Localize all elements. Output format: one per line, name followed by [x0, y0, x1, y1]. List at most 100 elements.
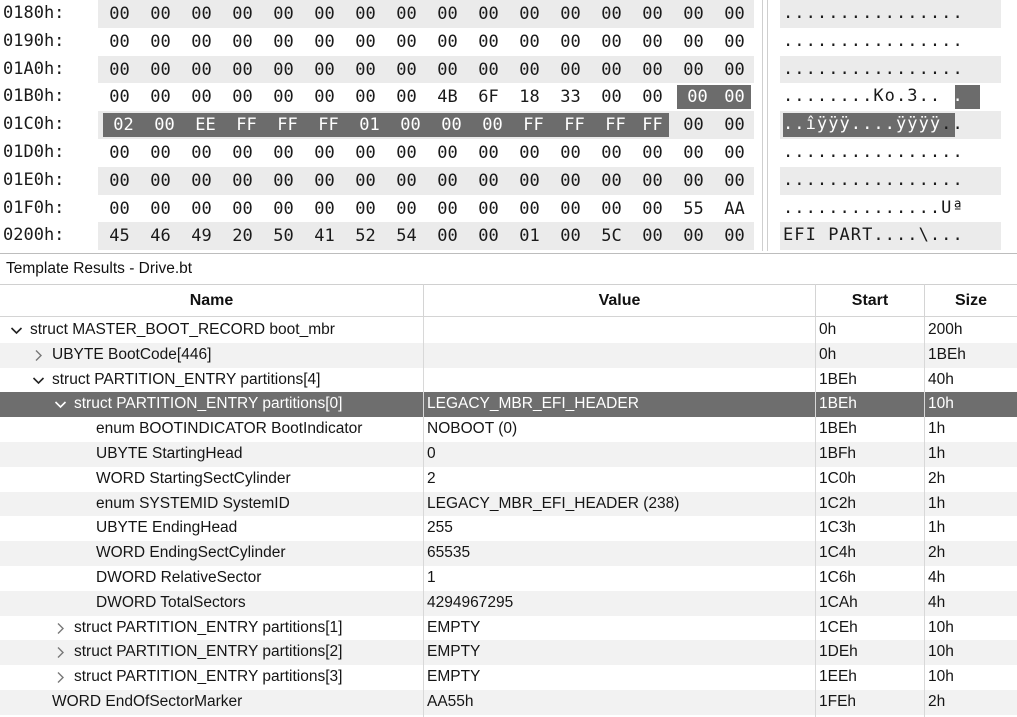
hex-byte[interactable]: 00: [724, 4, 745, 24]
hex-byte[interactable]: 00: [150, 59, 171, 80]
template-results-table[interactable]: Name Value Start Size struct MASTER_BOOT…: [0, 284, 1017, 717]
hex-byte[interactable]: 00: [109, 31, 130, 52]
hex-byte[interactable]: 00: [642, 143, 663, 163]
hex-row-ascii[interactable]: ................: [783, 30, 964, 51]
chevron-down-icon[interactable]: [54, 392, 68, 417]
hex-byte[interactable]: 00: [601, 198, 622, 219]
hex-byte[interactable]: 00: [232, 87, 253, 108]
hex-editor-view[interactable]: 0180h: 00 00 00 00 00 00 00 00 00 00 00 00 00 00 00 00..…: [0, 0, 1017, 251]
template-row[interactable]: struct PARTITION_ENTRY partitions[0] LEGA…: [0, 392, 1017, 418]
hex-byte[interactable]: 00: [478, 170, 499, 191]
hex-byte[interactable]: 41: [314, 226, 335, 247]
hex-byte[interactable]: 00: [390, 113, 431, 138]
hex-byte[interactable]: FF: [226, 113, 267, 138]
hex-byte[interactable]: 00: [683, 4, 704, 24]
hex-byte[interactable]: 00: [109, 59, 130, 80]
template-row[interactable]: WORD StartingSectCylinder 2 1C0h 2h: [0, 467, 1017, 492]
hex-byte[interactable]: 00: [724, 31, 745, 52]
hex-row[interactable]: 01E0h: 00 00 00 00 00 00 00 00 00 00 00 00 00 00 00 00..…: [0, 166, 1017, 195]
hex-byte[interactable]: 00: [232, 198, 253, 219]
chevron-down-icon[interactable]: [10, 318, 24, 343]
hex-byte[interactable]: FF: [308, 113, 349, 138]
hex-byte[interactable]: 00: [560, 198, 581, 219]
hex-byte[interactable]: 00: [601, 59, 622, 80]
hex-byte[interactable]: 00: [355, 87, 376, 108]
hex-byte[interactable]: 00: [273, 31, 294, 52]
hex-byte[interactable]: FF: [595, 113, 636, 138]
hex-byte[interactable]: 00: [718, 85, 751, 110]
hex-byte[interactable]: 01: [519, 226, 540, 247]
hex-byte[interactable]: AA: [724, 198, 745, 219]
hex-byte[interactable]: 18: [519, 87, 540, 108]
hex-byte[interactable]: 00: [144, 113, 185, 138]
hex-byte[interactable]: 00: [519, 170, 540, 191]
hex-byte[interactable]: 00: [683, 115, 704, 136]
template-row[interactable]: UBYTE BootCode[446] 0h 1BEh: [0, 342, 1017, 368]
hex-byte[interactable]: 00: [431, 113, 472, 138]
hex-byte[interactable]: 00: [642, 226, 663, 247]
hex-byte[interactable]: 00: [232, 143, 253, 163]
hex-byte[interactable]: 00: [232, 170, 253, 191]
hex-byte[interactable]: 00: [437, 31, 458, 52]
column-header-value[interactable]: Value: [424, 284, 816, 317]
hex-byte[interactable]: 00: [560, 59, 581, 80]
template-row[interactable]: struct PARTITION_ENTRY partitions[3] EMPT…: [0, 665, 1017, 690]
hex-byte[interactable]: 00: [519, 59, 540, 80]
hex-byte[interactable]: 00: [478, 226, 499, 247]
hex-byte[interactable]: 00: [437, 198, 458, 219]
template-row[interactable]: struct PARTITION_ENTRY partitions[1] EMPT…: [0, 616, 1017, 641]
hex-byte[interactable]: 33: [560, 87, 581, 108]
template-row[interactable]: enum BOOTINDICATOR BootIndicator NOBOOT (…: [0, 417, 1017, 442]
hex-row-ascii[interactable]: ..............Uª: [783, 197, 964, 218]
hex-byte[interactable]: 00: [232, 4, 253, 24]
hex-byte[interactable]: 00: [396, 59, 417, 80]
hex-row[interactable]: 0190h: 00 00 00 00 00 00 00 00 00 00 00 00 00 00 00 00..…: [0, 27, 1017, 56]
hex-byte[interactable]: FF: [554, 113, 595, 138]
chevron-down-icon[interactable]: [32, 368, 46, 393]
hex-byte[interactable]: 6F: [478, 87, 499, 108]
chevron-right-icon[interactable]: [54, 616, 68, 641]
hex-byte[interactable]: 00: [191, 87, 212, 108]
hex-byte[interactable]: 00: [396, 143, 417, 163]
hex-byte[interactable]: 00: [273, 87, 294, 108]
hex-byte[interactable]: 00: [683, 226, 704, 247]
hex-byte[interactable]: 00: [109, 143, 130, 163]
hex-byte[interactable]: 00: [396, 4, 417, 24]
hex-byte[interactable]: 00: [642, 31, 663, 52]
hex-byte[interactable]: 00: [437, 143, 458, 163]
hex-byte[interactable]: 00: [150, 170, 171, 191]
hex-byte[interactable]: 00: [560, 143, 581, 163]
hex-byte[interactable]: 52: [355, 226, 376, 247]
hex-byte[interactable]: 00: [109, 198, 130, 219]
hex-byte[interactable]: 00: [314, 59, 335, 80]
hex-byte[interactable]: 00: [273, 198, 294, 219]
hex-byte[interactable]: 00: [150, 4, 171, 24]
hex-row[interactable]: 01A0h: 00 00 00 00 00 00 00 00 00 00 00 00 00 00 00 00..…: [0, 55, 1017, 84]
hex-byte[interactable]: 00: [191, 198, 212, 219]
template-row[interactable]: WORD EndOfSectorMarker AA55h 1FEh 2h: [0, 690, 1017, 715]
column-header-name[interactable]: Name: [0, 284, 424, 317]
hex-byte[interactable]: 00: [724, 226, 745, 247]
chevron-right-icon[interactable]: [54, 640, 68, 665]
hex-byte[interactable]: 00: [472, 113, 513, 138]
hex-byte[interactable]: 00: [437, 4, 458, 24]
hex-row-ascii[interactable]: EFI PART....\...: [783, 225, 964, 246]
hex-byte[interactable]: 00: [314, 143, 335, 163]
column-header-start[interactable]: Start: [816, 284, 925, 317]
hex-byte[interactable]: 00: [355, 59, 376, 80]
template-row[interactable]: struct PARTITION_ENTRY partitions[2] EMPT…: [0, 640, 1017, 666]
hex-row-ascii[interactable]: ................: [783, 58, 964, 79]
hex-byte[interactable]: 00: [642, 170, 663, 191]
hex-byte[interactable]: 01: [349, 113, 390, 138]
hex-byte[interactable]: 00: [396, 170, 417, 191]
hex-byte[interactable]: 00: [314, 198, 335, 219]
hex-byte[interactable]: 02: [103, 113, 144, 138]
hex-byte[interactable]: 4B: [437, 87, 458, 108]
hex-byte[interactable]: 54: [396, 226, 417, 247]
hex-byte[interactable]: 00: [437, 59, 458, 80]
hex-byte[interactable]: 00: [109, 87, 130, 108]
hex-row[interactable]: 0180h: 00 00 00 00 00 00 00 00 00 00 00 00 00 00 00 00..…: [0, 0, 1017, 28]
hex-byte[interactable]: 00: [314, 4, 335, 24]
hex-byte[interactable]: 00: [150, 143, 171, 163]
hex-row[interactable]: 01B0h: 00 00 00 00 00 00 00 00 4B 6F 18 33 00 00 00 00..…: [0, 83, 1017, 112]
